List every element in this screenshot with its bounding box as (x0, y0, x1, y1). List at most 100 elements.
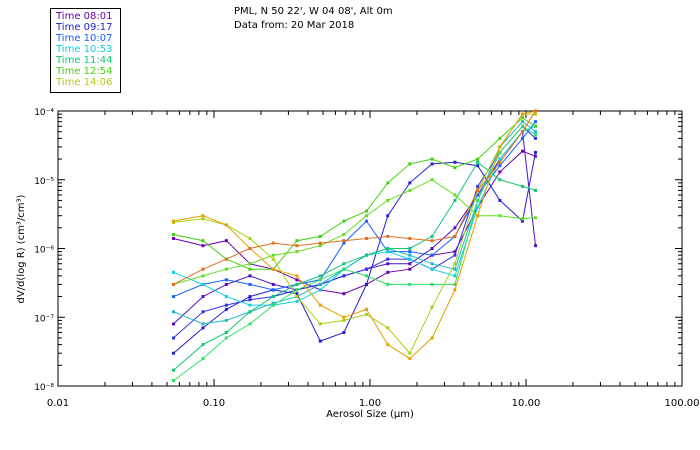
data-point (171, 236, 175, 240)
data-point (171, 351, 175, 355)
data-point (453, 160, 457, 164)
x-tick-label: 0.10 (203, 398, 225, 409)
data-point (430, 178, 434, 182)
data-point (430, 305, 434, 309)
data-point (476, 157, 480, 161)
data-point (386, 234, 390, 238)
data-point (533, 154, 537, 158)
data-point (476, 164, 480, 168)
data-point (453, 166, 457, 170)
data-point (498, 150, 502, 154)
data-point (430, 247, 434, 250)
data-point (342, 219, 346, 223)
plot-frame (57, 110, 683, 387)
x-axis-label: Aerosol Size (μm) (326, 409, 414, 420)
legend-entry-5: Time 12:54 (56, 66, 113, 77)
data-point (248, 236, 252, 240)
data-point (386, 247, 390, 250)
y-tick-label: 10⁻⁴ (34, 108, 54, 118)
series-0 (171, 149, 537, 296)
series-layer (171, 109, 537, 383)
data-point (171, 322, 175, 326)
x-tick-label: 100.00 (665, 398, 700, 409)
data-point (201, 326, 205, 330)
data-point (365, 282, 369, 286)
data-point (453, 262, 457, 266)
legend-entry-4: Time 11:44 (56, 55, 113, 66)
data-point (201, 322, 205, 326)
series-10 (171, 178, 537, 286)
data-point (271, 288, 275, 292)
data-point (365, 236, 369, 240)
data-point (201, 214, 205, 218)
data-point (476, 205, 480, 209)
data-point (248, 298, 252, 302)
data-point (271, 303, 275, 307)
data-point (408, 282, 412, 286)
data-point (533, 109, 537, 113)
data-point (224, 336, 228, 340)
data-point (408, 188, 412, 192)
data-point (295, 250, 299, 254)
data-point (453, 253, 457, 257)
data-point (365, 214, 369, 218)
series-8 (171, 124, 537, 383)
data-point (408, 357, 412, 361)
data-point (295, 274, 299, 278)
data-point (365, 253, 369, 257)
data-point (533, 133, 537, 137)
axes: 0.01 0.10 1.00 10.00 100.00 10⁻⁸ 10⁻⁷ 10⁻⁶ 10⁻⁵ 1… (34, 108, 699, 409)
data-point (342, 232, 346, 236)
data-point (342, 241, 346, 245)
data-point (453, 250, 457, 254)
series-line (173, 113, 536, 355)
data-point (248, 282, 252, 286)
data-point (365, 274, 369, 278)
data-point (408, 236, 412, 240)
data-point (453, 198, 457, 202)
legend: Time 08:01 Time 09:17 Time 10:07 Time 10… (50, 8, 121, 93)
data-point (271, 301, 275, 305)
data-point (318, 303, 322, 307)
data-point (224, 239, 228, 243)
data-point (342, 262, 346, 266)
data-point (295, 292, 299, 296)
data-point (171, 310, 175, 314)
data-point (521, 184, 525, 188)
data-point (248, 247, 252, 250)
data-point (430, 157, 434, 161)
x-tick-label: 1.00 (359, 398, 381, 409)
data-point (430, 267, 434, 271)
data-point (295, 288, 299, 292)
data-point (224, 278, 228, 282)
data-point (533, 216, 537, 220)
data-point (318, 322, 322, 326)
x-tick-label: 0.01 (47, 398, 69, 409)
data-point (318, 241, 322, 245)
data-point (248, 310, 252, 314)
data-point (521, 116, 525, 120)
data-point (248, 262, 252, 266)
series-4 (171, 120, 537, 299)
data-point (386, 250, 390, 254)
data-point (408, 247, 412, 250)
data-point (342, 267, 346, 271)
data-point (271, 253, 275, 257)
data-point (318, 244, 322, 248)
data-point (498, 160, 502, 164)
data-point (453, 288, 457, 292)
data-point (386, 343, 390, 347)
data-point (295, 299, 299, 303)
data-point (408, 253, 412, 257)
series-12 (171, 109, 537, 361)
data-point (365, 219, 369, 223)
data-point (171, 368, 175, 372)
data-point (224, 318, 228, 322)
data-point (386, 270, 390, 274)
y-axis-label: dV/d(log R) (cm³/cm³) (16, 194, 27, 303)
legend-entry-0: Time 08:01 (56, 11, 113, 22)
data-point (498, 170, 502, 174)
data-point (224, 303, 228, 307)
series-line (173, 120, 536, 325)
x-tick-label: 10.00 (512, 398, 541, 409)
